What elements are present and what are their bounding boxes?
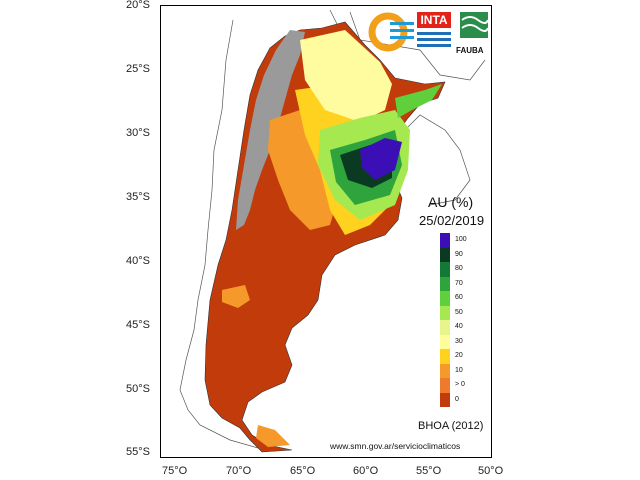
lat-label: 35°S	[126, 191, 150, 203]
legend-date: 25/02/2019	[419, 213, 485, 228]
lat-label: 40°S	[126, 255, 150, 267]
legend-swatch	[440, 262, 450, 277]
model-label: BHOA (2012)	[418, 420, 484, 432]
legend-tick-label: 20	[455, 352, 463, 359]
inta-logo: INTA	[417, 12, 451, 52]
legend-title: AU (%)	[428, 194, 474, 210]
brazil-border	[349, 11, 486, 81]
legend-tick-label: 50	[455, 308, 463, 316]
legend-tick-label: 60	[455, 294, 463, 301]
chile-coastline	[179, 19, 259, 449]
inta-logo-text: INTA	[417, 12, 451, 28]
legend-swatch	[440, 291, 450, 306]
lat-label: 45°S	[126, 319, 150, 331]
lon-label: 75°O	[162, 465, 188, 477]
legend-color-bar	[440, 233, 450, 407]
legend-tick-label: 90	[455, 250, 463, 258]
zone-blue	[360, 138, 402, 180]
fauba-logo-text: FAUBA	[456, 46, 484, 55]
inta-stripes-icon	[417, 32, 451, 47]
legend-swatch	[440, 247, 450, 262]
fauba-logo-icon	[460, 12, 489, 38]
lat-label: 25°S	[126, 63, 150, 75]
legend-swatch	[440, 378, 450, 393]
lat-label: 50°S	[126, 383, 150, 395]
legend-tick-label: 0	[455, 395, 459, 403]
lat-label: 20°S	[126, 0, 150, 11]
legend-tick-label: 100	[455, 236, 467, 243]
zone-orange-patagonia	[222, 285, 250, 308]
legend-tick-label: 10	[455, 366, 463, 374]
lon-label: 70°O	[226, 465, 252, 477]
lon-label: 60°O	[353, 465, 379, 477]
legend-tick-label: > 0	[455, 381, 465, 388]
zone-ne-green	[395, 84, 442, 118]
zone-light-yellow	[300, 30, 392, 122]
legend-swatch	[440, 233, 450, 248]
legend-swatch	[440, 392, 450, 407]
legend-tick-label: 80	[455, 265, 463, 272]
zone-orange-south	[256, 425, 290, 447]
source-url: www.smn.gov.ar/servicioclimaticos	[330, 441, 461, 451]
lon-label: 50°O	[478, 465, 504, 477]
legend-swatch	[440, 349, 450, 364]
legend-swatch	[440, 320, 450, 335]
lon-label: 65°O	[290, 465, 316, 477]
lat-label: 55°S	[126, 446, 150, 458]
lat-label: 30°S	[126, 127, 150, 139]
uruguay-border	[404, 114, 471, 206]
legend-swatch	[440, 334, 450, 349]
legend-tick-label: 40	[455, 323, 463, 330]
legend-swatch	[440, 363, 450, 378]
logo-area: INTA FAUBA	[368, 8, 493, 58]
smn-logo-icon	[368, 12, 414, 52]
legend-swatch	[440, 305, 450, 320]
lon-label: 55°O	[416, 465, 442, 477]
legend-tick-label: 70	[455, 279, 463, 287]
legend-swatch	[440, 276, 450, 291]
legend-tick-label: 30	[455, 337, 463, 345]
